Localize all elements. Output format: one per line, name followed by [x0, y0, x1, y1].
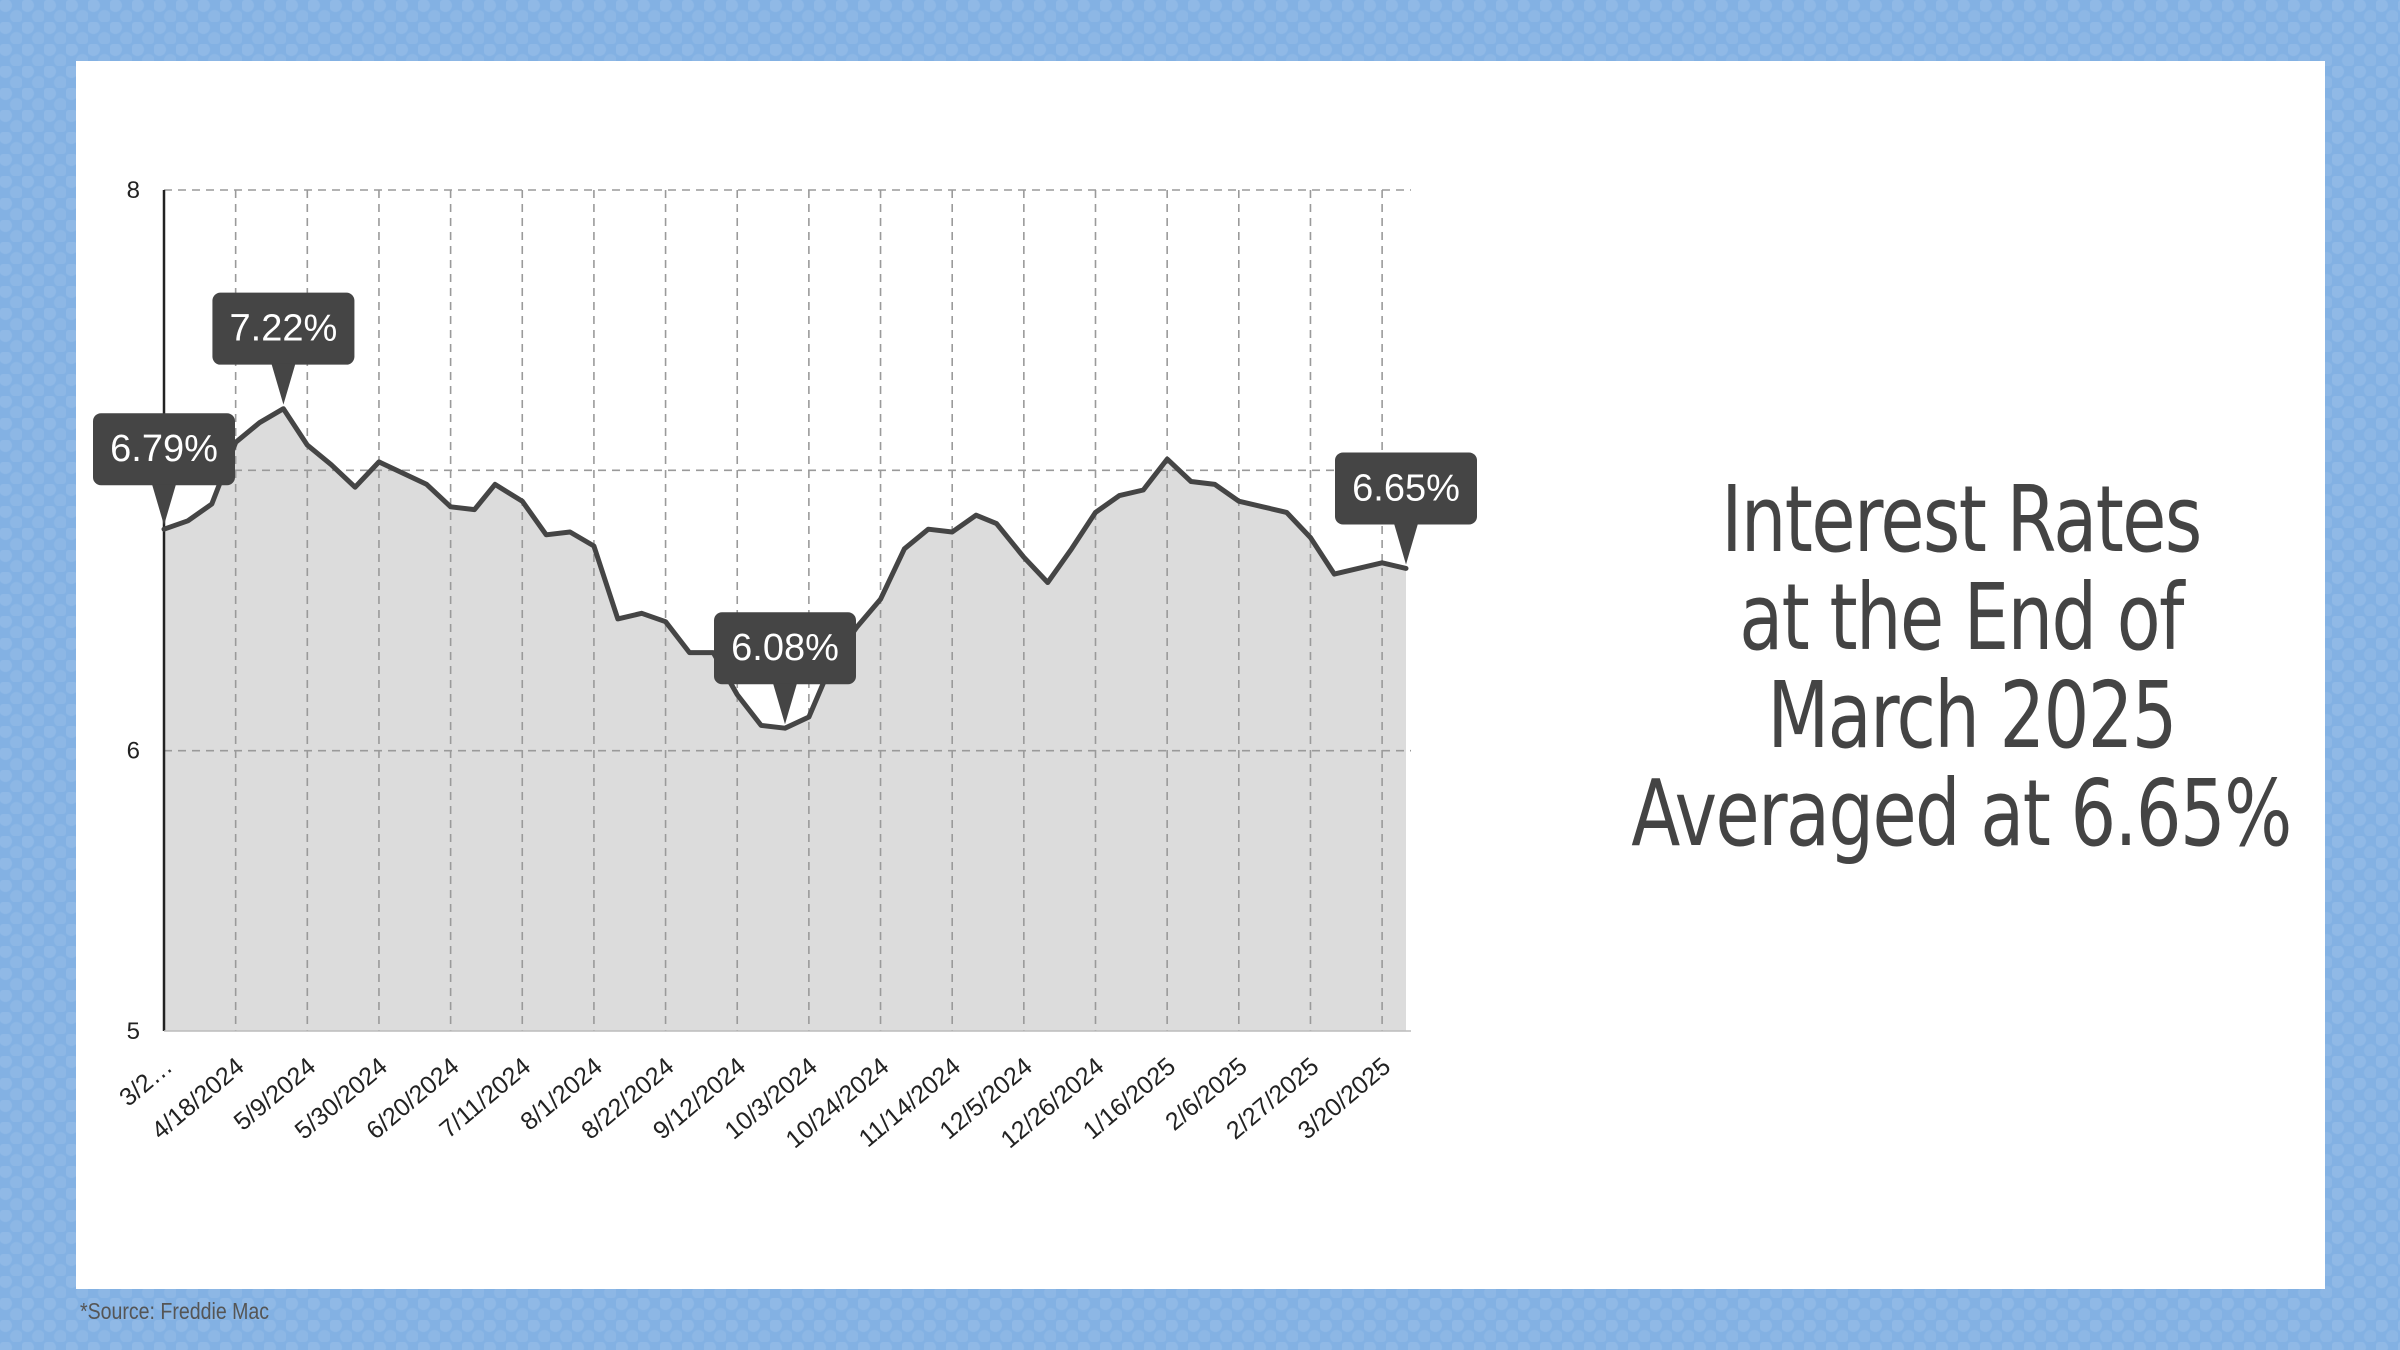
callout-box	[93, 413, 235, 486]
callout-pointer	[271, 363, 296, 405]
callout-label: 7.22%	[230, 308, 338, 350]
callout-6-08pct: 6.08%	[714, 612, 856, 725]
y-tick-label: 8	[127, 177, 140, 204]
callout-box	[714, 612, 856, 685]
y-tick-label: 5	[127, 1018, 140, 1045]
interest-rate-area-chart: 568 3/2…4/18/20245/9/20245/30/20246/20/2…	[93, 177, 1477, 1154]
source-note: *Source: Freddie Mac	[80, 1298, 270, 1324]
headline-line-3: March 2025	[1746, 662, 2177, 769]
callout-label: 6.79%	[110, 428, 218, 470]
callout-6-65pct: 6.65%	[1335, 452, 1477, 565]
headline: Interest Rates at the End of March 2025 …	[1598, 471, 2323, 863]
callout-label: 6.08%	[731, 627, 839, 669]
callout-box	[1335, 452, 1477, 525]
x-tick-label: 3/2…	[114, 1052, 178, 1112]
y-tick-label: 6	[127, 738, 140, 765]
headline-line-1: Interest Rates	[1721, 466, 2202, 573]
callout-pointer	[1394, 523, 1418, 565]
headline-line-2: at the End of	[1739, 564, 2184, 671]
callout-box	[212, 292, 355, 365]
callout-pointer	[773, 683, 797, 725]
headline-line-4: Averaged at 6.65%	[1631, 760, 2292, 867]
rate-series-line	[161, 406, 1409, 731]
callout-label: 6.65%	[1352, 467, 1460, 509]
callout-7-22pct: 7.22%	[212, 292, 355, 405]
rate-area-fill	[164, 408, 1406, 1031]
callout-6-79pct: 6.79%	[93, 413, 235, 526]
callout-pointer	[152, 484, 176, 526]
